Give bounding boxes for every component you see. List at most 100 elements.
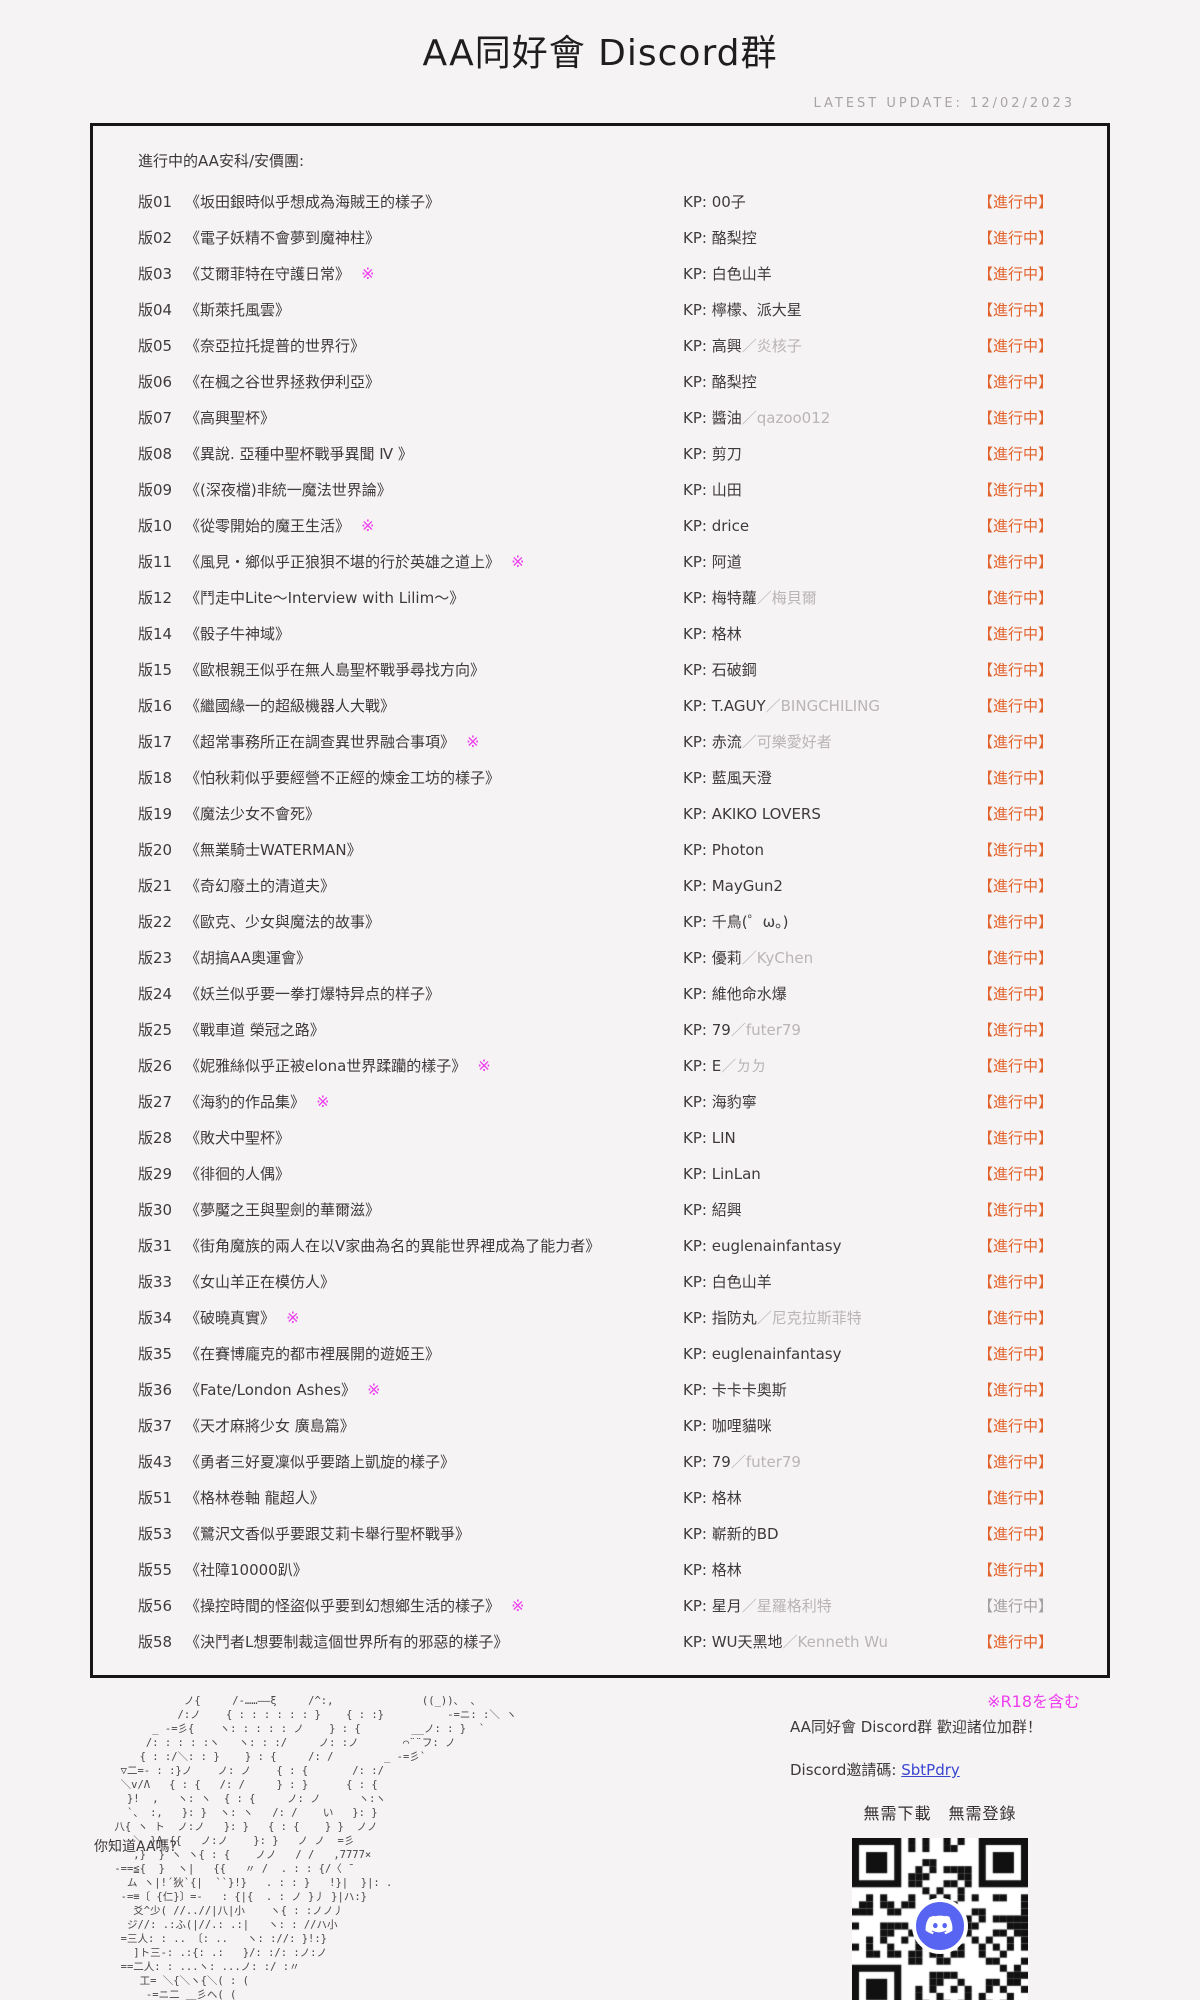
row-status: 【進行中】 [978,1489,1054,1507]
row-title: 《敗犬中聖杯》 [185,1129,291,1147]
row-kp-main: 檸檬、派大星 [711,301,802,319]
row-kp-sub: ／KyChen [741,949,814,967]
row-kp: KP: 藍風天澄 [683,769,772,787]
row-kp: KP: 石破鋼 [683,661,757,679]
row-title: 《奇幻廢土的清道夫》 [185,877,336,895]
row-status: 【進行中】 [978,697,1054,715]
table-row: 版08 《異說. 亞種中聖杯戰爭異聞 Ⅳ 》 KP: 剪刀 【進行中】 [93,436,1107,472]
row-id: 版33 [138,1273,173,1291]
row-kp: KP: 嶄新的BD [683,1525,779,1543]
row-status: 【進行中】 [978,1021,1054,1039]
row-title: 《風見・鄉似乎正狼狽不堪的行於英雄之道上》 ※ [185,552,525,571]
row-kp: KP: 格林 [683,1489,742,1507]
row-title: 《(深夜檔)非統一魔法世界論》 [185,481,392,499]
row-kp-main: 79 [711,1453,731,1471]
r18-star-icon: ※ [356,264,375,283]
r18-star-icon: ※ [472,1056,491,1075]
row-status: 【進行中】 [978,517,1054,535]
row-status: 【進行中】 [978,589,1054,607]
table-row: 版27 《海豹的作品集》 ※ KP: 海豹寧 【進行中】 [93,1084,1107,1120]
row-kp-main: euglenainfantasy [711,1345,842,1363]
row-id: 版18 [138,769,173,787]
table-row: 版07 《高興聖杯》 KP: 醬油／qazoo012 【進行中】 [93,400,1107,436]
row-status: 【進行中】 [978,1129,1054,1147]
row-kp-main: drice [711,517,750,535]
row-status: 【進行中】 [978,337,1054,355]
table-row: 版33 《女山羊正在模仿人》 KP: 白色山羊 【進行中】 [93,1264,1107,1300]
row-title: 《鷺沢文香似乎要跟艾莉卡舉行聖杯戰爭》 [185,1525,471,1543]
row-id: 版23 [138,949,173,967]
row-kp-sub: ／尼克拉斯菲特 [756,1309,862,1327]
row-kp-main: T.AGUY [711,697,766,715]
row-kp-main: 藍風天澄 [711,769,772,787]
row-kp: KP: 檸檬、派大星 [683,301,802,319]
row-kp: KP: T.AGUY／BINGCHILING [683,697,881,715]
table-row: 版55 《社障10000趴》 KP: 格林 【進行中】 [93,1552,1107,1588]
row-id: 版26 [138,1057,173,1075]
row-kp-sub: ／炎核子 [741,337,802,355]
row-id: 版12 [138,589,173,607]
row-kp-main: 79 [711,1021,731,1039]
row-kp: KP: LIN [683,1129,736,1147]
row-status: 【進行中】 [978,1057,1054,1075]
row-title: 《勇者三好夏凜似乎要踏上凱旋的樣子》 [185,1453,456,1471]
row-title: 《斯萊托風雲》 [185,301,291,319]
row-kp-sub: ／futer79 [730,1453,801,1471]
list-heading: 進行中的AA安科/安價團: [138,152,305,170]
row-kp-main: 石破鋼 [711,661,757,679]
row-kp: KP: AKIKO LOVERS [683,805,821,823]
row-kp: KP: E／ㄉㄉ [683,1057,767,1075]
row-id: 版08 [138,445,173,463]
row-id: 版27 [138,1093,173,1111]
row-kp-main: 高興 [711,337,742,355]
row-kp-main: 山田 [711,481,742,499]
invite-code-link[interactable]: SbtPdry [901,1761,960,1779]
row-id: 版20 [138,841,173,859]
row-title: 《女山羊正在模仿人》 [185,1273,336,1291]
row-id: 版22 [138,913,173,931]
row-status: 【進行中】 [978,1237,1054,1255]
row-kp-main: WU天黑地 [711,1633,783,1651]
row-kp-main: 白色山羊 [711,1273,772,1291]
row-title: 《天才麻將少女 廣島篇》 [185,1417,355,1435]
row-id: 版31 [138,1237,173,1255]
row-title: 《坂田銀時似乎想成為海賊王的樣子》 [185,193,441,211]
row-status: 【進行中】 [978,265,1054,283]
row-kp-sub: ／Kenneth Wu [782,1633,889,1651]
row-kp-sub: ／可樂愛好者 [741,733,832,751]
row-kp: KP: 白色山羊 [683,265,772,283]
table-row: 版05 《奈亞拉托提普的世界行》 KP: 高興／炎核子 【進行中】 [93,328,1107,364]
row-title: 《骰子牛神域》 [185,625,291,643]
row-kp: KP: 高興／炎核子 [683,337,802,355]
row-id: 版55 [138,1561,173,1579]
row-status: 【進行中】 [978,481,1054,499]
row-title: 《在楓之谷世界拯救伊利亞》 [185,373,381,391]
table-row: 版09 《(深夜檔)非統一魔法世界論》 KP: 山田 【進行中】 [93,472,1107,508]
row-kp-main: euglenainfantasy [711,1237,842,1255]
row-title: 《決鬥者L想要制裁這個世界所有的邪惡的樣子》 [185,1633,509,1651]
row-id: 版05 [138,337,173,355]
row-title: 《操控時間的怪盜似乎要到幻想鄉生活的樣子》 ※ [185,1596,525,1615]
row-status: 【進行中】 [978,229,1054,247]
row-title: 《怕秋莉似乎要經營不正經的煉金工坊的樣子》 [185,769,501,787]
row-title: 《歐根親王似乎在無人島聖杯戰爭尋找方向》 [185,661,486,679]
row-status: 【進行中】 [978,1525,1054,1543]
table-row: 版18 《怕秋莉似乎要經營不正經的煉金工坊的樣子》 KP: 藍風天澄 【進行中】 [93,760,1107,796]
row-kp: KP: LinLan [683,1165,761,1183]
row-title: 《繼國緣一的超級機器人大戰》 [185,697,396,715]
row-title: 《妖兰似乎要一拳打爆特异点的样子》 [185,985,441,1003]
row-id: 版02 [138,229,173,247]
r18-star-icon: ※ [361,1380,381,1399]
row-status: 【進行中】 [978,1165,1054,1183]
table-row: 版02 《電子妖精不會夢到魔神柱》 KP: 酪梨控 【進行中】 [93,220,1107,256]
row-title: 《格林卷軸 龍超人》 [185,1489,325,1507]
row-status: 【進行中】 [978,805,1054,823]
table-row: 版53 《鷺沢文香似乎要跟艾莉卡舉行聖杯戰爭》 KP: 嶄新的BD 【進行中】 [93,1516,1107,1552]
row-title: 《無業騎士WATERMAN》 [185,841,362,859]
row-id: 版14 [138,625,173,643]
row-status: 【進行中】 [978,949,1054,967]
row-status: 【進行中】 [978,1309,1054,1327]
row-id: 版34 [138,1309,173,1327]
row-kp-sub: ／futer79 [730,1021,801,1039]
row-kp-main: 剪刀 [711,445,742,463]
